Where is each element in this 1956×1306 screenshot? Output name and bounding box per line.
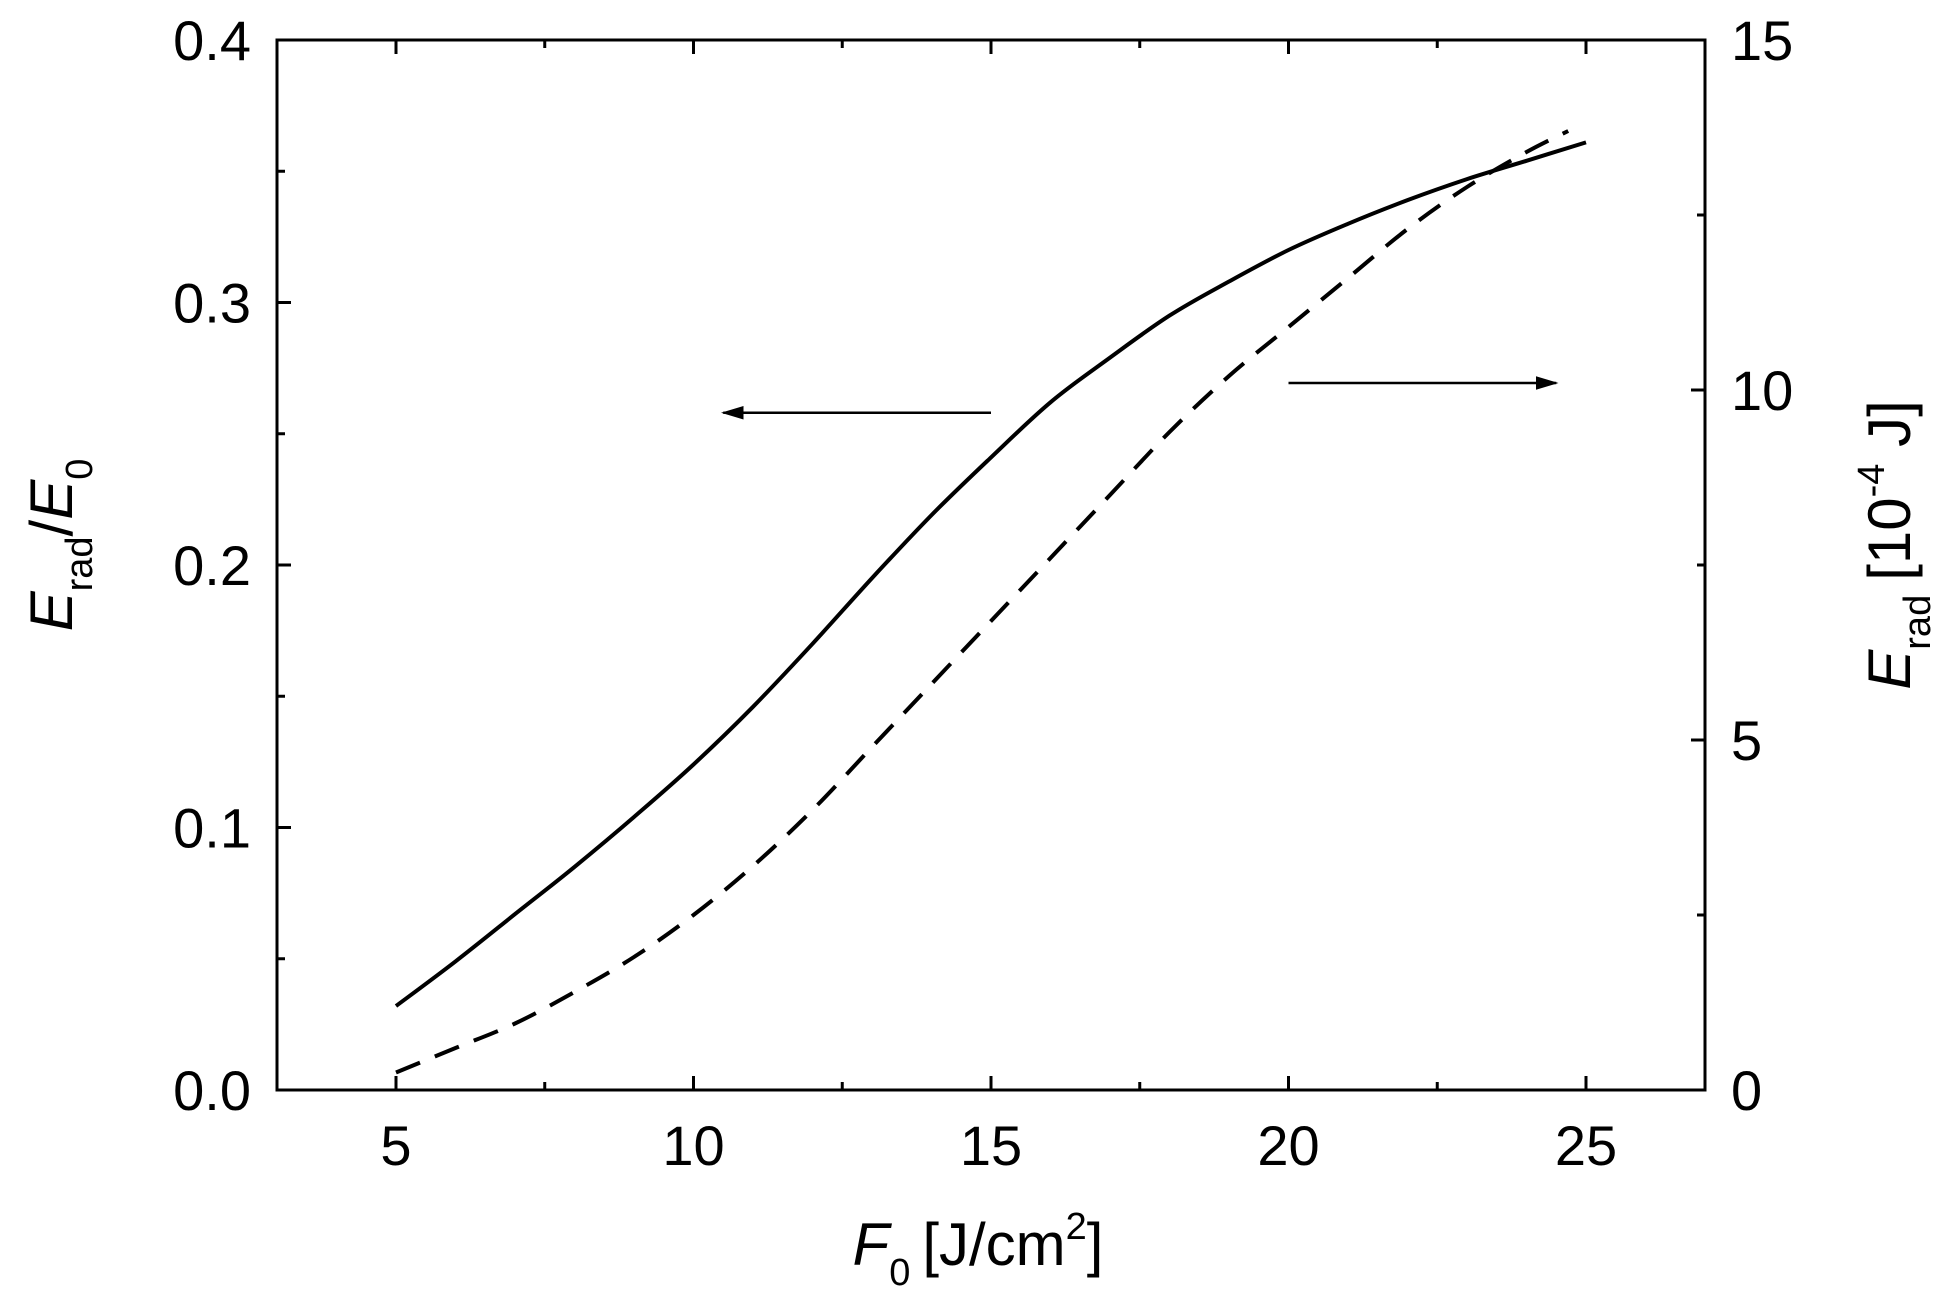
y-right-tick-label: 15: [1731, 9, 1793, 72]
y-right-axis-ticks: 0 5 10 15: [1691, 9, 1793, 1122]
y-left-tick-label: 0.2: [173, 534, 251, 597]
x-tick-label: 15: [960, 1114, 1022, 1177]
y-right-axis-label: Erad[10-4 J]: [1851, 400, 1939, 690]
y-right-tick-label: 10: [1731, 359, 1793, 422]
x-axis-ticks: 5 10 15 20 25: [380, 40, 1617, 1177]
x-tick-label: 20: [1257, 1114, 1319, 1177]
x-tick-label: 25: [1555, 1114, 1617, 1177]
x-tick-label: 10: [662, 1114, 724, 1177]
series-line-left-axis-solid: [394, 140, 1587, 1008]
y-left-tick-label: 0.4: [173, 9, 251, 72]
y-left-tick-label: 0.0: [173, 1059, 251, 1122]
x-tick-label: 5: [380, 1114, 411, 1177]
y-right-tick-label: 0: [1731, 1059, 1762, 1122]
series-line-right-axis-dashed: [395, 129, 1570, 1075]
x-axis-label: F0 [J/cm2]: [853, 1206, 1104, 1294]
series-layer: [394, 129, 1587, 1075]
y-right-tick-label: 5: [1731, 709, 1762, 772]
y-left-axis-label: Erad/E0: [18, 459, 101, 632]
y-left-tick-label: 0.3: [173, 272, 251, 335]
y-left-tick-label: 0.1: [173, 797, 251, 860]
annotation-layer: [721, 376, 1559, 420]
y-left-axis-ticks: 0.0 0.1 0.2 0.3 0.4: [173, 9, 291, 1122]
